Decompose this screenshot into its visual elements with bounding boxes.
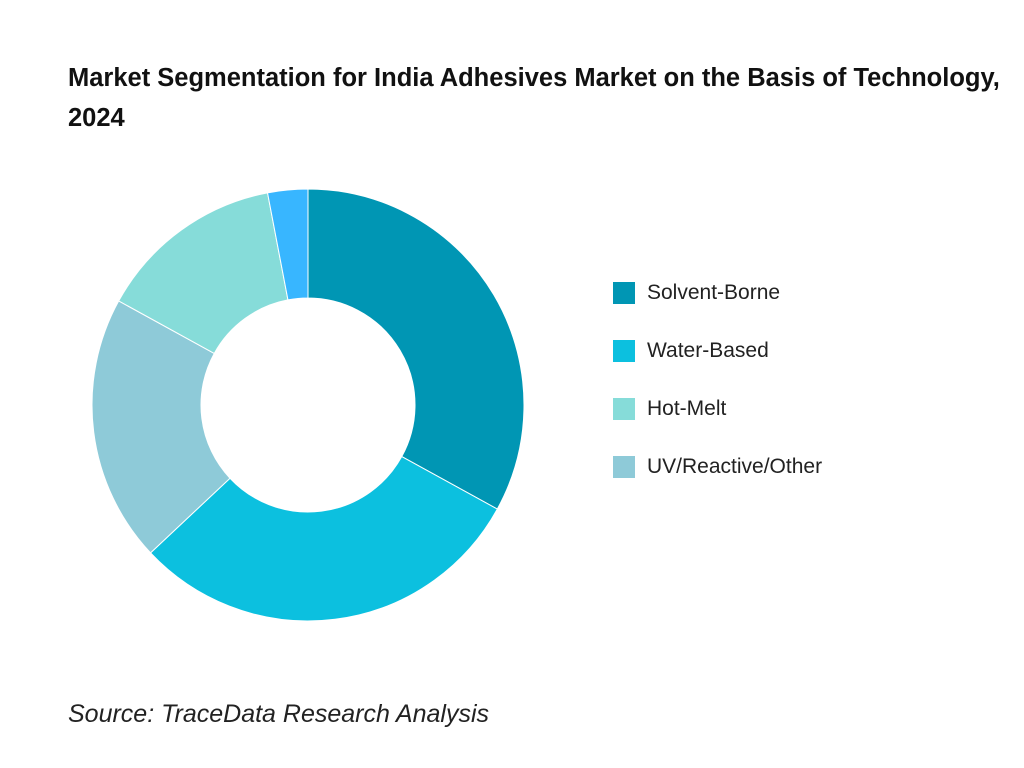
chart-title: Market Segmentation for India Adhesives …: [68, 64, 1000, 132]
legend-swatch: [613, 282, 635, 304]
legend-item: UV/Reactive/Other: [613, 454, 822, 480]
source-note: Source: TraceData Research Analysis: [68, 700, 490, 728]
legend-label: Water-Based: [647, 339, 769, 362]
legend-label: Hot-Melt: [647, 397, 727, 420]
legend-swatch: [613, 398, 635, 420]
chart-legend: Solvent-Borne Water-Based Hot-Melt UV/React…: [613, 280, 822, 512]
legend-swatch: [613, 340, 635, 362]
slice-hot-melt: [118, 192, 289, 355]
legend-label: UV/Reactive/Other: [647, 455, 823, 478]
legend-item: Solvent-Borne: [613, 280, 822, 306]
slice-unlabeled: [266, 188, 309, 301]
slice-uv-reactive-other: [91, 300, 231, 554]
legend-item: Water-Based: [613, 338, 822, 364]
legend-swatch: [613, 456, 635, 478]
legend-item: Hot-Melt: [613, 396, 822, 422]
legend-label: Solvent-Borne: [647, 281, 781, 304]
slice-water-based: [149, 455, 498, 622]
slice-solvent-borne: [307, 188, 525, 510]
